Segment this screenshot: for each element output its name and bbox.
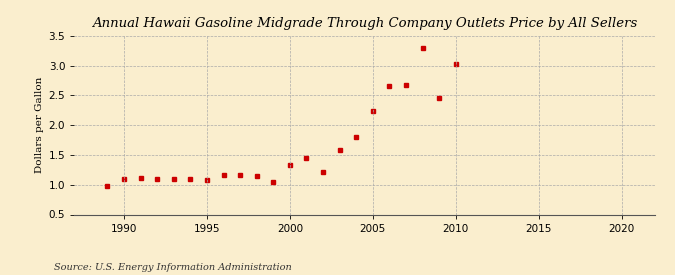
Text: Source: U.S. Energy Information Administration: Source: U.S. Energy Information Administ… bbox=[54, 263, 292, 272]
Title: Annual Hawaii Gasoline Midgrade Through Company Outlets Price by All Sellers: Annual Hawaii Gasoline Midgrade Through … bbox=[92, 17, 637, 31]
Y-axis label: Dollars per Gallon: Dollars per Gallon bbox=[35, 77, 45, 173]
